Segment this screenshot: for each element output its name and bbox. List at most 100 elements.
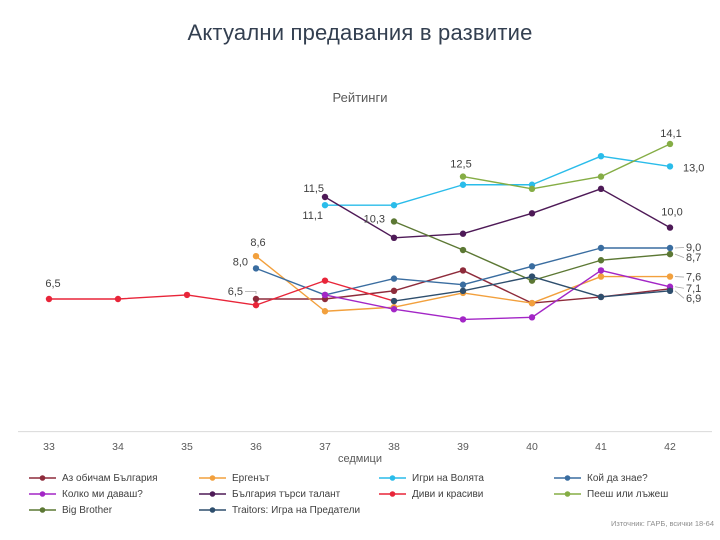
- series-point: [528, 185, 536, 193]
- data-label: 6,5: [228, 286, 243, 298]
- series-point: [459, 181, 467, 188]
- data-label: 11,5: [303, 183, 324, 195]
- series-point: [390, 306, 398, 313]
- series-point: [528, 299, 536, 307]
- x-tick-label: 42: [664, 441, 676, 453]
- data-label: 14,1: [660, 128, 681, 140]
- series-point: [321, 201, 329, 209]
- legend-label: Кой да знае?: [587, 472, 648, 484]
- legend-item: Колко ми даваш?: [28, 488, 143, 500]
- label-leader: [674, 290, 685, 299]
- series-point: [459, 267, 467, 274]
- data-label: 10,0: [661, 207, 682, 219]
- series-point: [597, 185, 605, 193]
- legend-marker-icon: [199, 475, 226, 481]
- series-point: [45, 295, 53, 303]
- series-point: [597, 267, 605, 274]
- series-point: [597, 273, 605, 280]
- series-point: [459, 316, 467, 323]
- x-tick-label: 38: [388, 441, 400, 453]
- legend-label: Игри на Волята: [412, 472, 484, 484]
- legend-item: Пееш или лъжеш: [553, 488, 668, 500]
- x-tick-label: 39: [457, 441, 469, 453]
- data-label: 6,9: [686, 293, 701, 305]
- legend-label: Big Brother: [62, 504, 113, 516]
- series-line: [324, 269, 671, 321]
- legend-marker-icon: [379, 491, 406, 497]
- label-leader: [674, 247, 685, 249]
- legend-marker-icon: [554, 475, 581, 481]
- legend-label: Колко ми даваш?: [62, 488, 143, 500]
- data-label: 8,0: [233, 256, 248, 268]
- series-point: [528, 273, 536, 280]
- label-leader: [245, 291, 257, 294]
- data-label: 6,5: [45, 278, 60, 290]
- series-point: [183, 291, 191, 299]
- series-point: [390, 201, 398, 209]
- legend-marker-icon: [199, 491, 226, 497]
- series-point: [459, 281, 467, 288]
- legend-item: Диви и красиви: [378, 488, 483, 500]
- series-point: [252, 265, 260, 272]
- x-tick-label: 33: [43, 441, 55, 453]
- label-leader: [674, 276, 685, 278]
- data-label: 10,3: [364, 213, 385, 225]
- series-point: [528, 263, 536, 270]
- series-point: [321, 308, 329, 315]
- series-point: [114, 295, 122, 303]
- legend-label: Диви и красиви: [412, 488, 484, 500]
- series-line: [325, 155, 671, 206]
- series-point: [459, 287, 467, 295]
- legend-marker-icon: [554, 491, 581, 497]
- data-label: 8,7: [686, 252, 701, 264]
- series-point: [459, 230, 467, 237]
- legend-item: Аз обичам България: [28, 472, 158, 484]
- data-label: 8,6: [250, 237, 265, 249]
- legend-item: Traitors: Игра на Предатели: [198, 504, 360, 516]
- series-point: [252, 295, 260, 303]
- label-leader: [674, 286, 685, 289]
- x-tick-label: 37: [319, 441, 331, 453]
- series-line: [49, 279, 395, 306]
- series-point: [597, 293, 605, 301]
- series-point: [666, 140, 674, 148]
- series-point: [252, 301, 260, 309]
- data-label: 13,0: [683, 162, 704, 174]
- series-point: [390, 297, 398, 305]
- x-tick-label: 40: [526, 441, 538, 453]
- legend-item: Big Brother: [28, 504, 112, 516]
- data-label: 9,0: [686, 242, 701, 254]
- series-point: [597, 257, 605, 264]
- series-point: [528, 210, 536, 217]
- x-tick-label: 36: [250, 441, 262, 453]
- legend-label: Ергенът: [232, 472, 270, 484]
- legend-label: Traitors: Игра на Предатели: [232, 504, 361, 516]
- page-title: Актуални предавания в развитие: [187, 20, 533, 45]
- legend-label: Пееш или лъжеш: [587, 488, 669, 500]
- legend-item: България търси талант: [198, 488, 340, 500]
- series-point: [597, 173, 605, 180]
- label-leader: [674, 253, 685, 258]
- legend-marker-icon: [379, 475, 406, 481]
- data-label: 7,6: [686, 272, 701, 284]
- series-point: [666, 273, 674, 280]
- series-point: [459, 173, 467, 180]
- legend-marker-icon: [199, 507, 226, 513]
- x-tick-label: 34: [112, 441, 124, 453]
- x-tick-label: 35: [181, 441, 193, 453]
- series-line: [462, 143, 671, 190]
- series-point: [666, 224, 674, 231]
- data-label: 7,1: [686, 283, 701, 295]
- series-point: [666, 244, 674, 252]
- legend-item: Кой да знае?: [553, 472, 648, 484]
- series-point: [390, 287, 398, 295]
- series-point: [597, 244, 605, 252]
- series-point: [597, 153, 605, 160]
- series-point: [252, 252, 260, 260]
- series-point: [666, 163, 674, 170]
- data-label: 12,5: [450, 159, 471, 171]
- series-point: [390, 275, 398, 282]
